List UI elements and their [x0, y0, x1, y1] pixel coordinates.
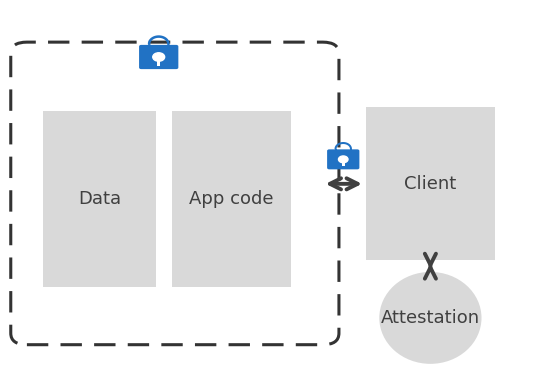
FancyBboxPatch shape	[139, 45, 178, 69]
Text: Attestation: Attestation	[381, 309, 480, 327]
FancyBboxPatch shape	[157, 59, 160, 66]
Circle shape	[338, 156, 348, 163]
FancyBboxPatch shape	[366, 107, 495, 260]
Circle shape	[153, 53, 165, 61]
FancyBboxPatch shape	[342, 161, 345, 166]
Text: Data: Data	[78, 190, 121, 208]
Ellipse shape	[379, 272, 482, 364]
Text: App code: App code	[189, 190, 274, 208]
Text: Client: Client	[404, 175, 457, 193]
FancyBboxPatch shape	[43, 111, 156, 287]
FancyBboxPatch shape	[172, 111, 291, 287]
FancyBboxPatch shape	[327, 149, 359, 169]
